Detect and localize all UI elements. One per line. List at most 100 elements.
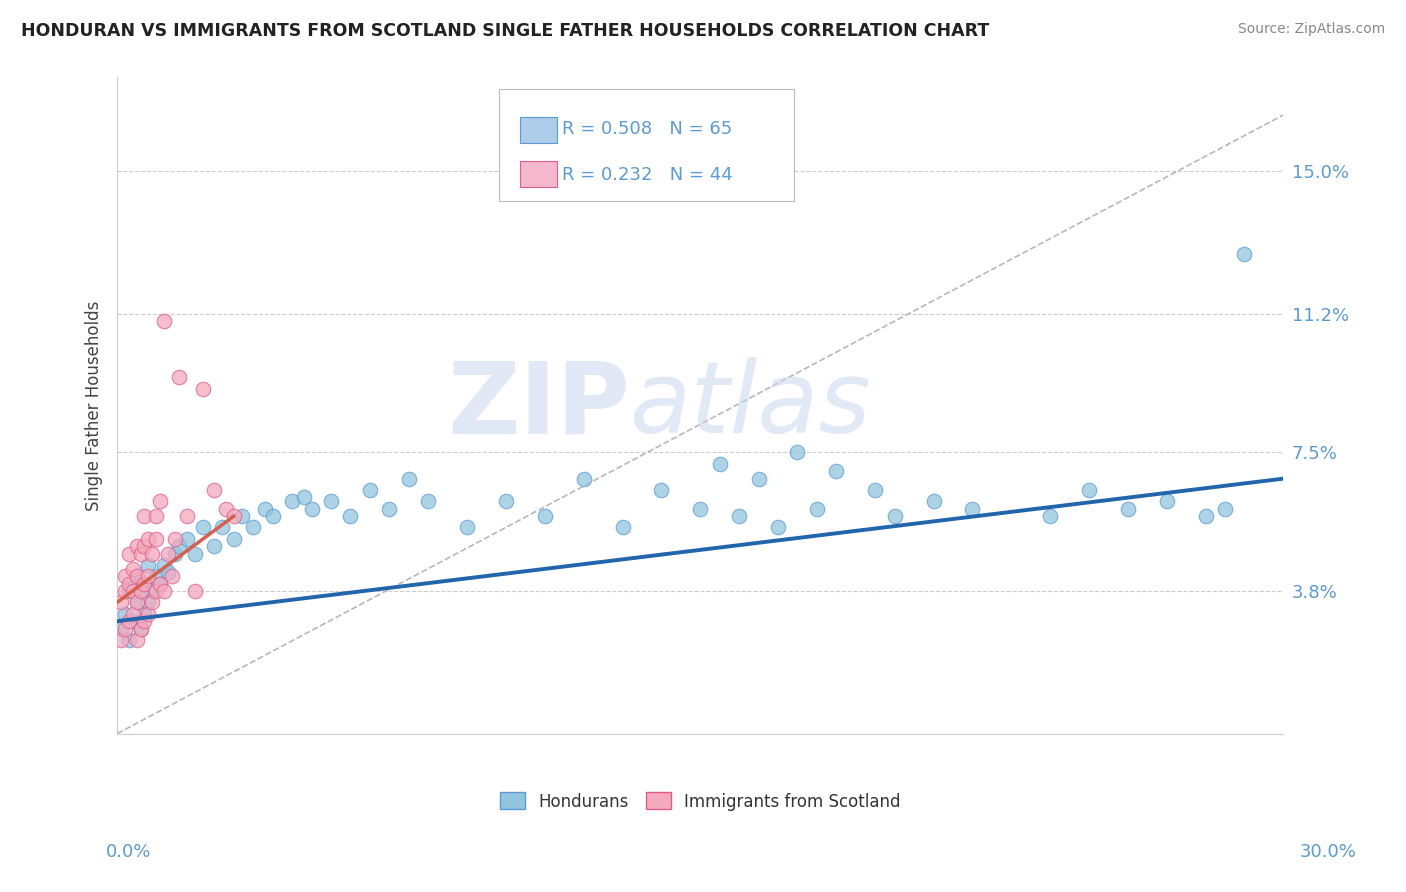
Point	[136, 595, 159, 609]
Point	[533, 509, 555, 524]
Point	[136, 532, 159, 546]
Point	[129, 584, 152, 599]
Point	[319, 494, 342, 508]
Point	[202, 483, 225, 497]
Point	[292, 491, 315, 505]
Text: 30.0%: 30.0%	[1301, 843, 1357, 861]
Point	[262, 509, 284, 524]
Point	[136, 558, 159, 572]
Y-axis label: Single Father Households: Single Father Households	[86, 301, 103, 511]
Point	[153, 314, 176, 328]
Point	[242, 520, 264, 534]
Point	[114, 607, 136, 621]
Point	[149, 494, 172, 508]
Point	[786, 445, 808, 459]
Point	[125, 595, 148, 609]
Point	[114, 584, 136, 599]
Point	[184, 584, 207, 599]
Point	[121, 561, 143, 575]
Point	[125, 595, 148, 609]
Point	[134, 576, 156, 591]
Point	[301, 501, 323, 516]
Text: HONDURAN VS IMMIGRANTS FROM SCOTLAND SINGLE FATHER HOUSEHOLDS CORRELATION CHART: HONDURAN VS IMMIGRANTS FROM SCOTLAND SIN…	[21, 22, 990, 40]
Point	[863, 483, 886, 497]
Point	[165, 532, 187, 546]
Point	[359, 483, 381, 497]
Text: R = 0.232   N = 44: R = 0.232 N = 44	[562, 166, 733, 184]
Point	[962, 501, 984, 516]
Point	[689, 501, 711, 516]
Point	[160, 569, 183, 583]
Point	[169, 539, 191, 553]
Point	[176, 509, 198, 524]
Point	[153, 584, 176, 599]
Point	[253, 501, 276, 516]
Point	[134, 539, 156, 553]
Point	[202, 539, 225, 553]
Point	[125, 569, 148, 583]
Point	[134, 614, 156, 628]
Point	[114, 569, 136, 583]
Point	[149, 576, 172, 591]
Point	[418, 494, 440, 508]
Point	[141, 595, 163, 609]
Point	[136, 569, 159, 583]
Text: ZIP: ZIP	[447, 357, 630, 454]
Point	[145, 509, 167, 524]
Point	[141, 584, 163, 599]
Point	[222, 532, 245, 546]
Point	[149, 576, 172, 591]
Point	[134, 607, 156, 621]
Text: R = 0.508   N = 65: R = 0.508 N = 65	[562, 120, 733, 138]
Point	[215, 501, 238, 516]
Point	[1233, 246, 1256, 260]
Point	[1156, 494, 1178, 508]
Point	[125, 632, 148, 647]
Point	[169, 370, 191, 384]
Point	[191, 520, 214, 534]
Point	[339, 509, 361, 524]
Point	[121, 614, 143, 628]
Text: Source: ZipAtlas.com: Source: ZipAtlas.com	[1237, 22, 1385, 37]
Point	[110, 622, 132, 636]
Point	[129, 584, 152, 599]
Point	[125, 569, 148, 583]
Point	[1078, 483, 1101, 497]
Point	[156, 566, 179, 580]
Point	[1213, 501, 1236, 516]
Point	[378, 501, 401, 516]
Point	[129, 547, 152, 561]
Point	[165, 547, 187, 561]
Point	[121, 607, 143, 621]
Point	[1039, 509, 1062, 524]
Point	[1194, 509, 1216, 524]
Point	[806, 501, 828, 516]
Point	[118, 614, 141, 628]
Point	[145, 584, 167, 599]
Text: 0.0%: 0.0%	[105, 843, 150, 861]
Point	[922, 494, 945, 508]
Point	[129, 622, 152, 636]
Point	[231, 509, 253, 524]
Point	[118, 547, 141, 561]
Text: atlas: atlas	[630, 357, 872, 454]
Point	[118, 632, 141, 647]
Point	[125, 539, 148, 553]
Point	[110, 595, 132, 609]
Point	[191, 382, 214, 396]
Point	[184, 547, 207, 561]
Point	[211, 520, 233, 534]
Point	[141, 547, 163, 561]
Point	[222, 509, 245, 524]
Point	[145, 532, 167, 546]
Point	[118, 576, 141, 591]
Point	[709, 457, 731, 471]
Point	[728, 509, 751, 524]
Point	[495, 494, 517, 508]
Point	[398, 472, 420, 486]
Point	[176, 532, 198, 546]
Point	[825, 464, 848, 478]
Point	[153, 558, 176, 572]
Point	[650, 483, 672, 497]
Point	[121, 584, 143, 599]
